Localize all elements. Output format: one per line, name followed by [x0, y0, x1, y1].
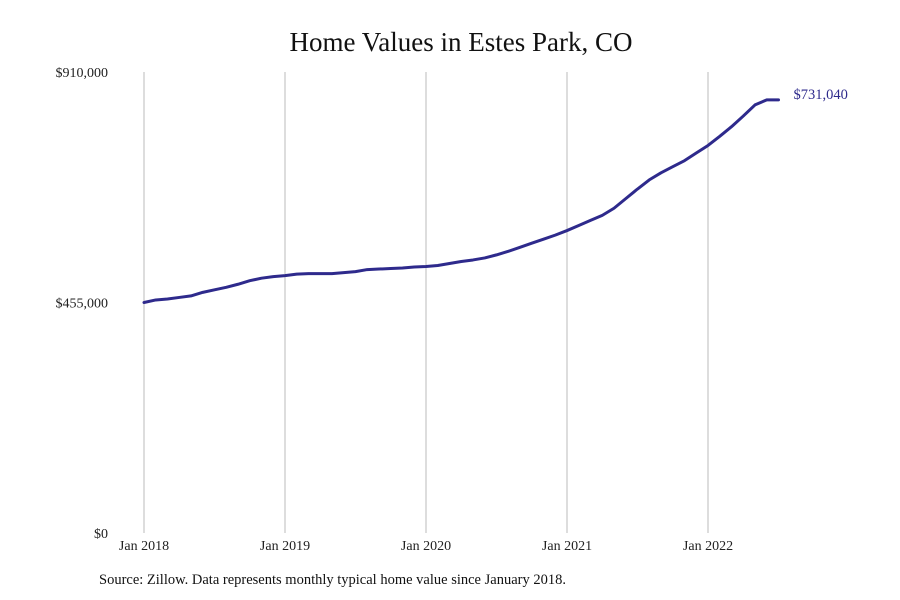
- y-axis-ticks: $0 $455,000 $910,000: [56, 66, 109, 542]
- series-line: [142, 98, 780, 304]
- x-tick-label: Jan 2020: [401, 539, 451, 554]
- end-value-label: $731,040: [794, 87, 848, 103]
- chart-title: Home Values in Estes Park, CO: [289, 27, 633, 57]
- x-tick-label: Jan 2022: [683, 539, 733, 554]
- y-tick-label: $910,000: [56, 66, 109, 81]
- x-tick-label: Jan 2021: [542, 539, 592, 554]
- x-axis-ticks: Jan 2018 Jan 2019 Jan 2020 Jan 2021 Jan 2022: [119, 539, 733, 554]
- y-tick-label: $455,000: [56, 297, 109, 312]
- x-tick-label: Jan 2019: [260, 539, 310, 554]
- x-tick-label: Jan 2018: [119, 539, 169, 554]
- source-note: Source: Zillow. Data represents monthly …: [99, 572, 566, 588]
- y-tick-label: $0: [94, 527, 108, 542]
- gridlines: [143, 72, 709, 533]
